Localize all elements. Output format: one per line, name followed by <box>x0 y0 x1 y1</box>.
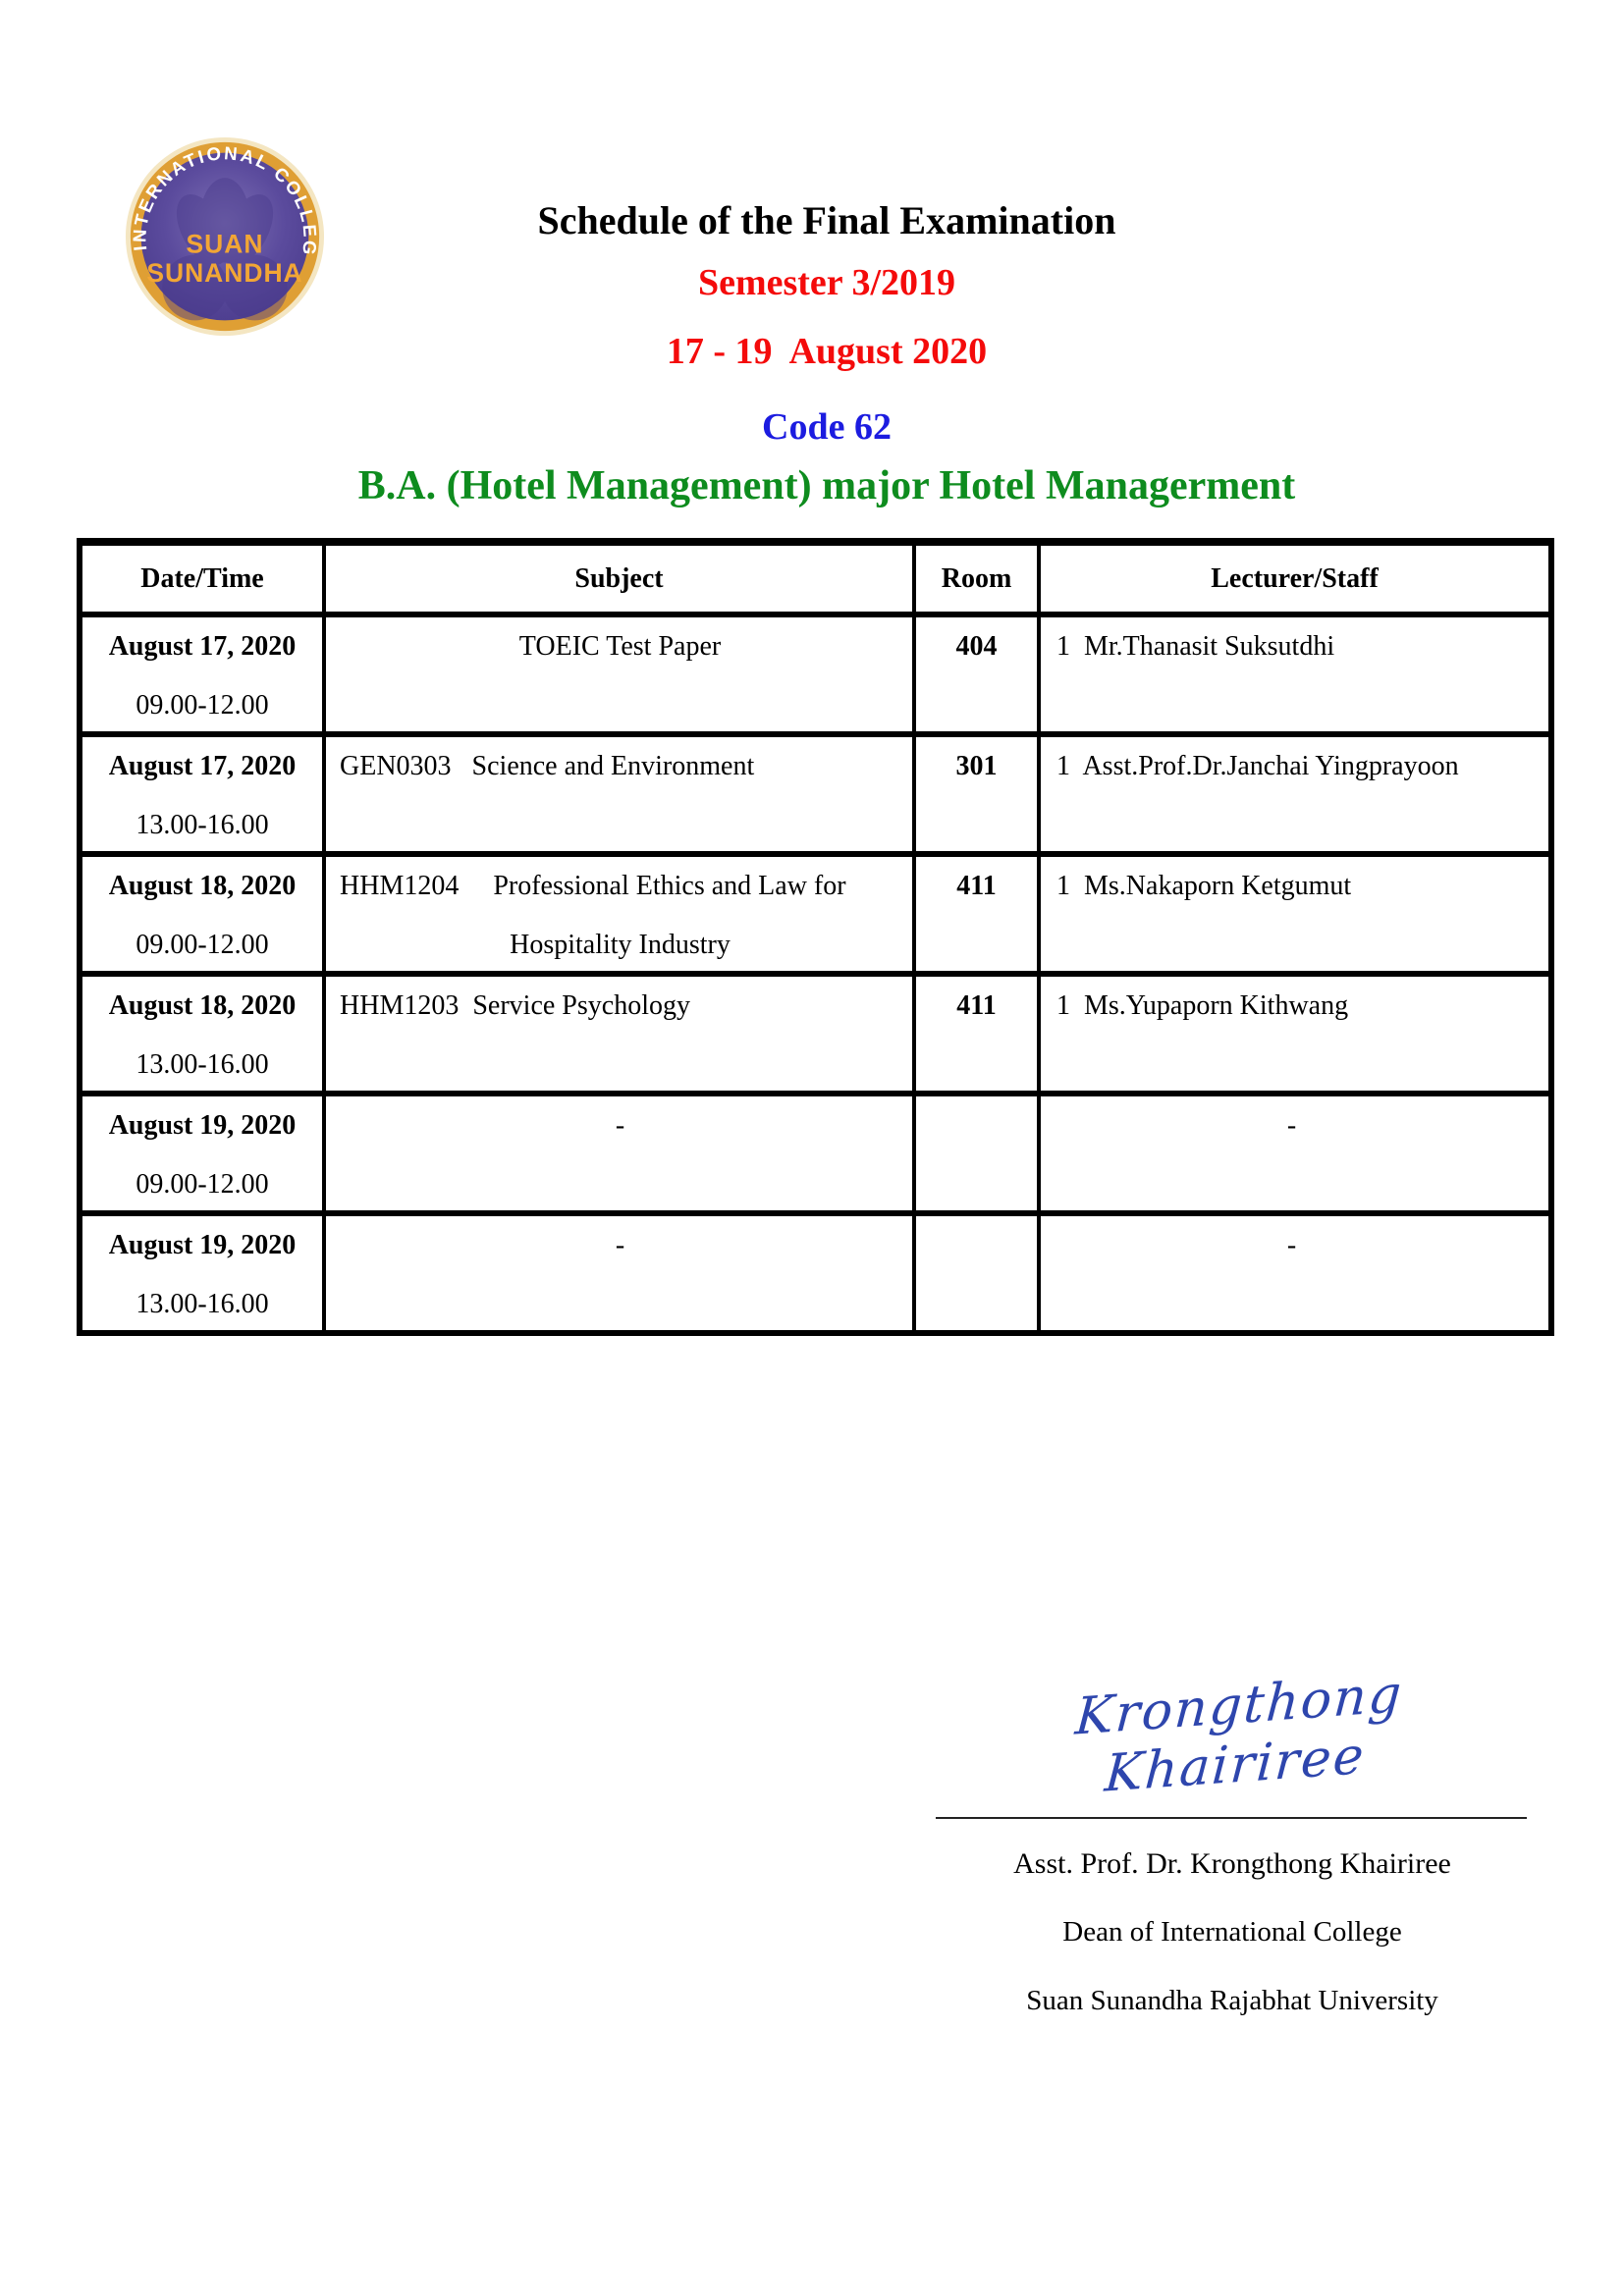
subject-cell: TOEIC Test Paper <box>322 612 916 737</box>
exam-date: August 18, 2020 <box>108 871 297 901</box>
exam-time: 09.00-12.00 <box>135 930 269 960</box>
lecturer-cell: - <box>1037 1210 1553 1336</box>
column-header-date-time: Date/Time <box>78 539 326 617</box>
room-cell: 411 <box>912 851 1041 977</box>
table-row: August 17, 2020 13.00-16.00 GEN0303 Scienc… <box>78 731 1553 857</box>
exam-date: August 18, 2020 <box>108 990 297 1021</box>
lecturer-cell: - <box>1037 1091 1553 1216</box>
date-time-cell: August 19, 2020 09.00-12.00 <box>78 1091 326 1216</box>
subject-cell: HHM1204 Professional Ethics and Law for H… <box>322 851 916 977</box>
college-logo: INTERNATIONAL COLLEGE SUAN SUNANDHA <box>117 119 326 338</box>
program-line: B.A. (Hotel Management) major Hotel Mana… <box>357 463 1296 508</box>
column-header-subject: Subject <box>322 539 916 617</box>
subject-text: HHM1203 Service Psychology <box>340 990 690 1021</box>
room-cell: 301 <box>912 731 1041 857</box>
subject-text-line2: Hospitality Industry <box>510 930 731 960</box>
signature-line <box>936 1817 1527 1819</box>
exam-date: August 19, 2020 <box>108 1230 297 1260</box>
column-header-room: Room <box>912 539 1041 617</box>
subject-text: TOEIC Test Paper <box>518 631 722 662</box>
exam-date: August 19, 2020 <box>108 1110 297 1141</box>
subject-text: - <box>615 1110 625 1141</box>
lecturer-cell: 1 Ms.Yupaporn Kithwang <box>1037 971 1553 1096</box>
college-logo-badge: INTERNATIONAL COLLEGE SUAN SUNANDHA <box>117 119 325 337</box>
schedule-table-body: August 17, 2020 09.00-12.00 TOEIC Test Pap… <box>78 612 1553 1336</box>
signatory-university: Suan Sunandha Rajabhat University <box>1026 1985 1438 2016</box>
date-time-cell: August 17, 2020 09.00-12.00 <box>78 612 326 737</box>
subject-cell: - <box>322 1091 916 1216</box>
column-header-lecturer: Lecturer/Staff <box>1037 539 1553 617</box>
lecturer-cell: 1 Asst.Prof.Dr.Janchai Yingprayoon <box>1037 731 1553 857</box>
document-title: Schedule of the Final Examination <box>537 198 1116 242</box>
signatory-title: Dean of International College <box>1062 1916 1402 1948</box>
subject-text: - <box>615 1230 625 1260</box>
exam-time: 13.00-16.00 <box>135 1289 269 1319</box>
room-cell <box>912 1210 1041 1336</box>
table-row: August 19, 2020 13.00-16.00 - - <box>78 1210 1553 1336</box>
exam-dates-line: 17 - 19 August 2020 <box>666 331 988 372</box>
code-line: Code 62 <box>762 406 892 448</box>
table-row: August 18, 2020 09.00-12.00 HHM1204 Profes… <box>78 851 1553 977</box>
semester-line: Semester 3/2019 <box>697 262 956 303</box>
signatory-name: Asst. Prof. Dr. Krongthong Khairiree <box>1013 1847 1451 1880</box>
exam-time: 13.00-16.00 <box>135 1049 269 1080</box>
lecturer-cell: 1 Ms.Nakaporn Ketgumut <box>1037 851 1553 977</box>
signature-image: Krongthong Khairiree <box>1073 1664 1405 1804</box>
subject-cell: HHM1203 Service Psychology <box>322 971 916 1096</box>
table-header-row: Date/Time Subject Room Lecturer/Staff <box>78 539 1553 617</box>
room-cell: 404 <box>912 612 1041 737</box>
logo-suan-text: SUAN <box>187 230 264 259</box>
room-cell: 411 <box>912 971 1041 1096</box>
table-row: August 19, 2020 09.00-12.00 - - <box>78 1091 1553 1216</box>
table-row: August 18, 2020 13.00-16.00 HHM1203 Servic… <box>78 971 1553 1096</box>
exam-date: August 17, 2020 <box>108 631 297 662</box>
subject-text: GEN0303 Science and Environment <box>340 751 755 781</box>
logo-purple-field <box>140 152 309 321</box>
date-time-cell: August 19, 2020 13.00-16.00 <box>78 1210 326 1336</box>
date-time-cell: August 18, 2020 13.00-16.00 <box>78 971 326 1096</box>
table-row: August 17, 2020 09.00-12.00 TOEIC Test Pap… <box>78 612 1553 737</box>
date-time-cell: August 18, 2020 09.00-12.00 <box>78 851 326 977</box>
exam-time: 09.00-12.00 <box>135 1169 269 1200</box>
logo-lotus-motif <box>162 178 288 321</box>
room-cell <box>912 1091 1041 1216</box>
subject-cell: - <box>322 1210 916 1336</box>
subject-text: HHM1204 Professional Ethics and Law for <box>340 871 846 901</box>
exam-schedule-table: Date/Time Subject Room Lecturer/Staff Au… <box>77 538 1554 1336</box>
subject-cell: GEN0303 Science and Environment <box>322 731 916 857</box>
lecturer-cell: 1 Mr.Thanasit Suksutdhi <box>1037 612 1553 737</box>
exam-date: August 17, 2020 <box>108 751 297 781</box>
exam-time: 09.00-12.00 <box>135 690 269 721</box>
logo-sunandha-text: SUNANDHA <box>146 258 302 288</box>
date-time-cell: August 17, 2020 13.00-16.00 <box>78 731 326 857</box>
exam-time: 13.00-16.00 <box>135 810 269 840</box>
